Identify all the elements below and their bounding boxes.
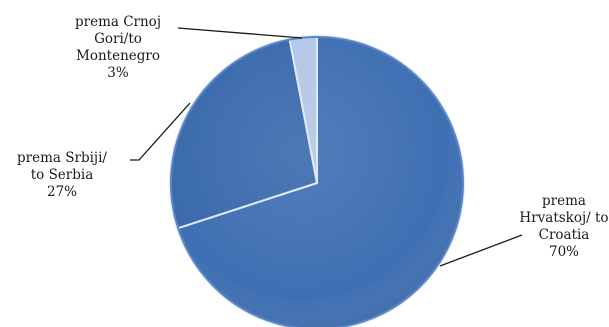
leader-line-montenegro: [177, 27, 303, 39]
leader-line-serbia: [130, 102, 191, 161]
pie-rim: [170, 36, 464, 327]
leader-line-croatia: [439, 234, 523, 267]
data-label-croatia: prema Hrvatskoj/ to Croatia 70%: [519, 193, 608, 260]
data-label-montenegro: prema Crnoj Gori/to Montenegro 3%: [75, 14, 161, 81]
data-label-serbia: prema Srbiji/to Serbia 27%: [17, 150, 107, 200]
